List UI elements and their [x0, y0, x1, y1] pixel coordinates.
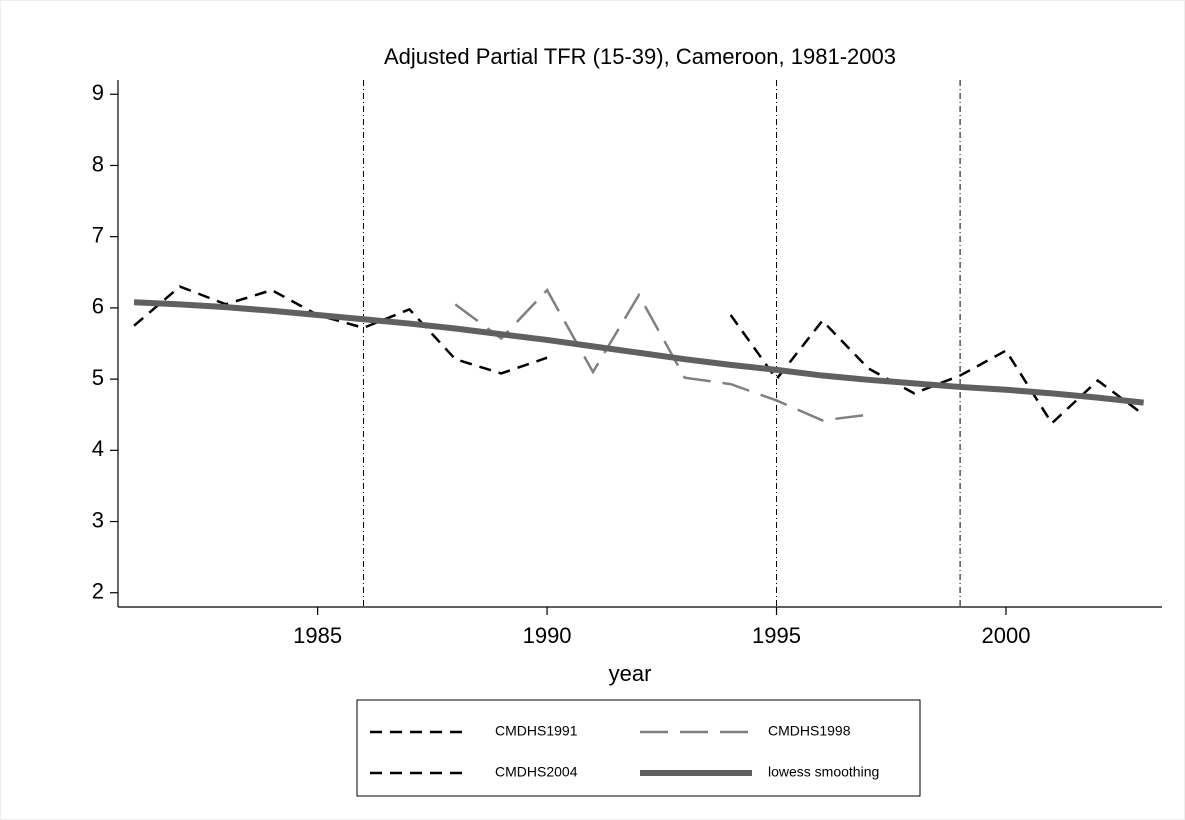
- x-tick-label: 2000: [981, 623, 1030, 648]
- legend-label: CMDHS1998: [768, 723, 851, 739]
- x-tick-label: 1990: [523, 623, 572, 648]
- chart-title: Adjusted Partial TFR (15-39), Cameroon, …: [384, 44, 896, 69]
- y-tick-label: 4: [92, 436, 104, 461]
- legend-label: CMDHS2004: [495, 764, 578, 780]
- y-tick-label: 2: [92, 579, 104, 604]
- series-line: [133, 299, 1144, 406]
- series-line: [454, 287, 869, 422]
- y-tick-label: 9: [92, 80, 104, 105]
- series-line: [133, 285, 548, 375]
- series-line: [729, 314, 1145, 426]
- y-tick-label: 3: [92, 507, 104, 532]
- legend: [356, 699, 921, 797]
- y-tick-label: 5: [92, 365, 104, 390]
- x-tick-label: 1995: [752, 623, 801, 648]
- x-axis-label: year: [609, 661, 652, 686]
- y-tick-label: 6: [92, 294, 104, 319]
- legend-label: CMDHS1991: [495, 723, 578, 739]
- legend-label: lowess smoothing: [768, 764, 879, 780]
- y-tick-label: 7: [92, 222, 104, 247]
- y-tick-label: 8: [92, 151, 104, 176]
- x-tick-label: 1985: [293, 623, 342, 648]
